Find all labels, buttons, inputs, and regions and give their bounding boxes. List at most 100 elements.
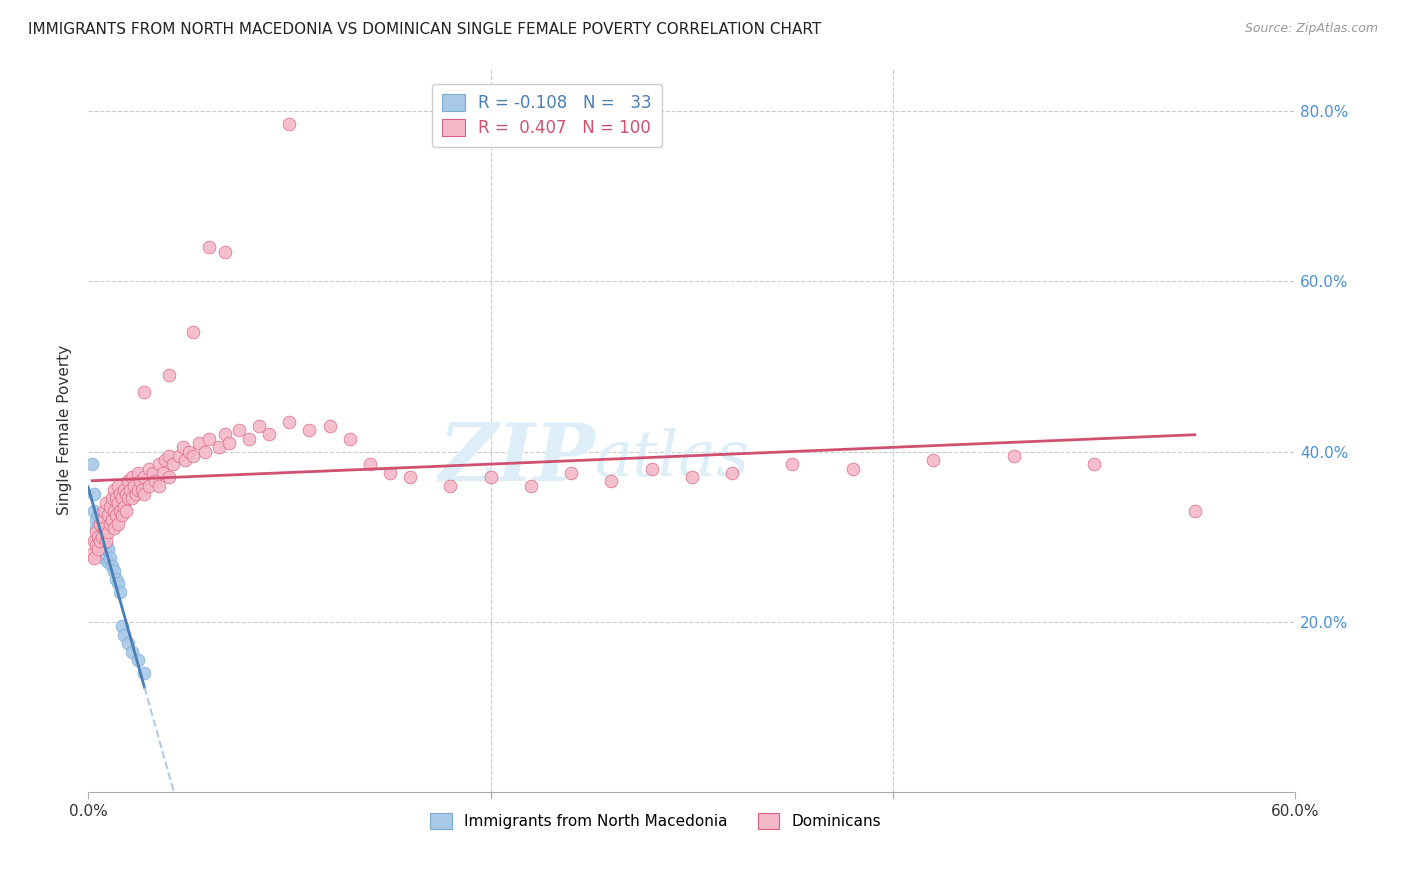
Point <box>198 432 221 446</box>
Point <box>111 619 134 633</box>
Point <box>560 466 582 480</box>
Point <box>148 478 170 492</box>
Point <box>134 470 156 484</box>
Point <box>121 491 143 506</box>
Point <box>399 470 422 484</box>
Point <box>110 487 132 501</box>
Point <box>98 500 121 514</box>
Point <box>105 491 128 506</box>
Point <box>84 538 107 552</box>
Point <box>117 475 139 489</box>
Point <box>124 478 146 492</box>
Point <box>1002 449 1025 463</box>
Point <box>138 478 160 492</box>
Point <box>117 491 139 506</box>
Y-axis label: Single Female Poverty: Single Female Poverty <box>58 345 72 516</box>
Point <box>378 466 401 480</box>
Point <box>600 475 623 489</box>
Legend: Immigrants from North Macedonia, Dominicans: Immigrants from North Macedonia, Dominic… <box>425 806 887 835</box>
Point <box>103 483 125 497</box>
Point <box>93 542 115 557</box>
Point <box>107 495 129 509</box>
Point <box>107 516 129 531</box>
Point <box>247 419 270 434</box>
Point <box>103 504 125 518</box>
Point <box>83 487 105 501</box>
Point <box>922 453 945 467</box>
Point <box>93 550 115 565</box>
Point <box>110 585 132 599</box>
Point <box>138 461 160 475</box>
Point <box>208 440 231 454</box>
Point <box>157 368 180 382</box>
Point <box>479 470 502 484</box>
Point <box>198 240 221 254</box>
Point <box>153 453 176 467</box>
Point <box>157 449 180 463</box>
Point <box>172 440 194 454</box>
Point <box>93 521 115 535</box>
Point <box>257 427 280 442</box>
Point <box>98 516 121 531</box>
Point <box>82 457 104 471</box>
Point <box>83 550 105 565</box>
Point <box>228 423 250 437</box>
Point <box>89 516 111 531</box>
Point <box>91 533 114 548</box>
Point <box>96 533 118 548</box>
Point <box>87 542 110 557</box>
Point <box>83 504 105 518</box>
Point <box>127 483 149 497</box>
Point <box>681 470 703 484</box>
Point <box>134 384 156 399</box>
Text: ZIP: ZIP <box>439 420 595 498</box>
Point <box>278 117 301 131</box>
Point <box>96 495 118 509</box>
Point <box>117 636 139 650</box>
Point <box>98 550 121 565</box>
Point <box>91 542 114 557</box>
Point <box>520 478 543 492</box>
Point <box>121 470 143 484</box>
Point <box>84 525 107 540</box>
Point <box>89 538 111 552</box>
Text: Source: ZipAtlas.com: Source: ZipAtlas.com <box>1244 22 1378 36</box>
Point <box>278 415 301 429</box>
Point <box>110 504 132 518</box>
Point <box>107 576 129 591</box>
Point <box>89 516 111 531</box>
Point <box>181 449 204 463</box>
Point <box>238 432 260 446</box>
Point <box>218 436 240 450</box>
Point <box>87 508 110 523</box>
Point <box>141 466 163 480</box>
Point <box>89 533 111 548</box>
Point <box>115 487 138 501</box>
Text: atlas: atlas <box>595 428 751 490</box>
Point <box>105 508 128 523</box>
Point <box>167 449 190 463</box>
Point <box>112 627 135 641</box>
Point <box>131 483 153 497</box>
Point <box>112 483 135 497</box>
Point <box>214 244 236 259</box>
Point <box>111 508 134 523</box>
Point <box>84 521 107 535</box>
Point <box>82 547 104 561</box>
Point <box>97 508 120 523</box>
Point <box>842 461 865 475</box>
Point <box>96 538 118 552</box>
Point <box>129 475 152 489</box>
Point <box>105 572 128 586</box>
Point <box>359 457 381 471</box>
Point <box>120 483 142 497</box>
Point <box>93 504 115 518</box>
Point <box>83 533 105 548</box>
Point <box>101 559 124 574</box>
Point <box>214 427 236 442</box>
Point <box>181 326 204 340</box>
Point <box>173 453 195 467</box>
Point <box>93 530 115 544</box>
Point <box>127 653 149 667</box>
Point <box>157 470 180 484</box>
